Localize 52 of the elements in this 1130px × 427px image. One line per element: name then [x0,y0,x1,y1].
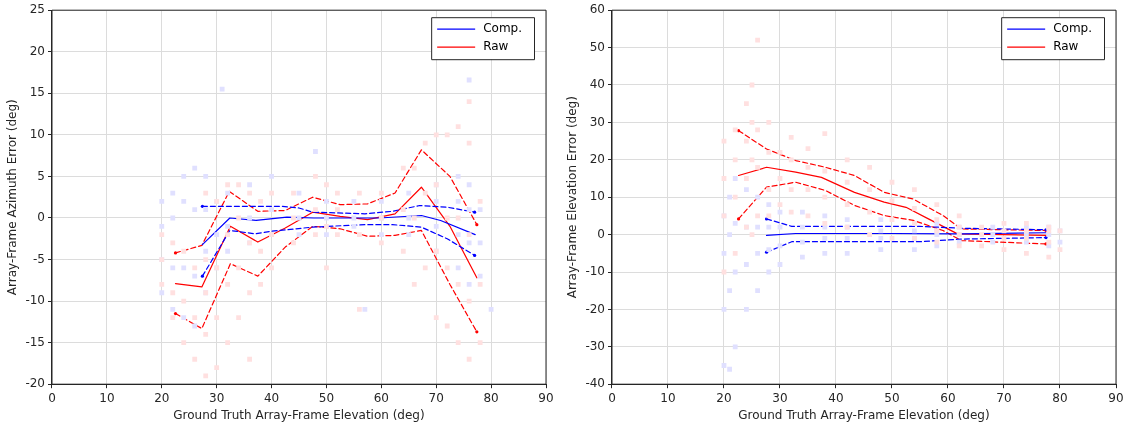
x-tick-label: 10 [99,390,115,405]
y-tick-label: -20 [25,376,45,391]
y-tick-label: 10 [29,126,45,141]
line-series [201,224,476,277]
legend-label: Raw [483,39,509,54]
x-tick-label: 50 [318,390,335,405]
x-tick-label: 80 [1052,390,1068,405]
y-tick-label: 5 [37,168,45,183]
y-tick-label: -20 [585,301,605,316]
y-tick-label: -15 [25,334,45,349]
x-tick-label: 70 [428,390,444,405]
y-axis-title: Array-Frame Elevation Error (deg) [565,96,580,299]
y-tick-label: 25 [29,2,45,17]
y-tick-label: 50 [589,39,605,54]
x-tick-label: 30 [772,390,788,405]
x-tick-label: 10 [660,390,676,405]
legend-label: Comp. [1053,21,1092,36]
x-tick-label: 50 [884,390,900,405]
line-series [174,149,478,254]
y-tick-label: -10 [585,264,605,279]
y-tick-label: 0 [37,210,45,225]
y-tick-label: 10 [589,189,605,204]
x-tick-label: 0 [608,390,616,405]
x-tick-label: 90 [1108,390,1124,405]
y-tick-label: -5 [33,251,45,266]
x-tick-label: 60 [373,390,389,405]
y-tick-label: -40 [585,376,605,391]
y-tick-label: 20 [29,43,45,58]
x-tick-label: 80 [483,390,499,405]
y-tick-label: 20 [589,151,605,166]
x-axis-title: Ground Truth Array-Frame Elevation (deg) [173,407,425,422]
x-tick-label: 0 [48,390,56,405]
line-series [201,204,476,215]
x-axis-title: Ground Truth Array-Frame Elevation (deg) [738,407,990,422]
y-tick-label: 30 [589,114,605,129]
y-tick-label: 40 [589,77,605,92]
x-tick-label: 90 [538,390,554,405]
y-axis-title: Array-Frame Azimuth Error (deg) [5,99,20,296]
x-tick-label: 30 [209,390,225,405]
legend-label: Comp. [483,21,522,36]
x-tick-label: 20 [716,390,732,405]
y-tick-label: -30 [585,338,605,353]
x-tick-label: 40 [263,390,280,405]
x-tick-label: 40 [828,390,844,405]
y-tick-label: -10 [25,293,45,308]
y-tick-label: 60 [589,2,605,17]
x-tick-label: 70 [996,390,1012,405]
y-tick-label: 15 [29,85,45,100]
x-tick-label: 60 [940,390,956,405]
legend-label: Raw [1053,39,1079,54]
x-tick-label: 20 [154,390,170,405]
y-tick-label: 0 [597,226,605,241]
